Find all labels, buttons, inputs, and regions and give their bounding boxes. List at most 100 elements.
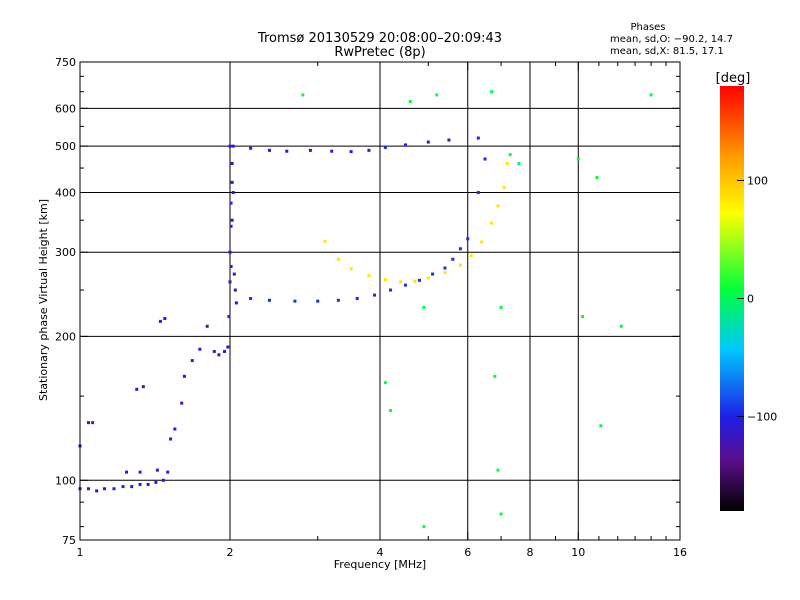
data-point-series-5 <box>490 221 494 225</box>
data-point-series-5 <box>469 254 473 258</box>
data-point-series-0 <box>155 468 159 472</box>
data-point-series-1 <box>91 421 95 425</box>
data-point-series-3 <box>293 299 297 303</box>
data-point-series-1 <box>173 427 177 431</box>
y-tick-label: 600 <box>55 102 76 115</box>
x-tick-label: 8 <box>527 546 534 559</box>
y-tick-label: 400 <box>55 186 76 199</box>
data-point-series-0 <box>112 487 116 491</box>
data-point-series-2 <box>229 201 233 205</box>
data-point-series-3 <box>403 283 407 287</box>
data-point-series-6 <box>517 161 521 165</box>
data-point-series-4 <box>308 148 312 152</box>
phases-title: Phases <box>630 22 665 33</box>
data-point-series-1 <box>163 316 167 320</box>
data-point-series-6 <box>508 153 512 157</box>
data-point-series-6 <box>499 512 503 516</box>
data-point-series-6 <box>599 424 603 428</box>
data-point-series-0 <box>95 489 99 493</box>
chart-title: Tromsø 20130529 20:08:00–20:09:43 <box>257 31 502 46</box>
y-axis: 75 100 200 300 400 500 600 750 <box>55 56 680 547</box>
data-point-series-5 <box>323 239 327 243</box>
y-tick-label: 500 <box>55 140 76 153</box>
data-point-series-2 <box>231 144 235 148</box>
data-point-series-3 <box>336 298 340 302</box>
data-point-series-6 <box>595 175 599 179</box>
x-tick-label: 4 <box>377 546 384 559</box>
data-point-series-3 <box>373 293 377 297</box>
data-point-series-1 <box>169 437 173 441</box>
data-point-series-6 <box>496 468 500 472</box>
data-point-series-4 <box>249 146 253 150</box>
x-tick-label: 10 <box>571 546 585 559</box>
data-point-series-5 <box>505 161 509 165</box>
data-point-series-1 <box>217 353 221 357</box>
data-point-series-5 <box>349 267 353 271</box>
data-point-series-5 <box>383 278 387 282</box>
data-point-series-6 <box>389 408 393 412</box>
data-point-series-0 <box>125 470 129 474</box>
data-point-series-5 <box>399 280 403 284</box>
data-point-series-2 <box>231 190 235 194</box>
data-point-series-1 <box>198 347 202 351</box>
data-point-series-6 <box>493 374 497 378</box>
data-point-series-0 <box>138 470 142 474</box>
data-point-series-5 <box>426 276 430 280</box>
data-point-series-6 <box>576 157 580 161</box>
data-point-series-4 <box>349 150 353 154</box>
data-point-series-3 <box>458 247 462 251</box>
data-point-series-1 <box>212 349 216 353</box>
data-point-series-5 <box>480 240 484 244</box>
data-point-series-4 <box>285 149 289 153</box>
colorbar-ticks: 100 0 −100 <box>737 174 777 424</box>
data-point-series-4 <box>367 148 371 152</box>
x-tick-label: 16 <box>673 546 687 559</box>
data-point-series-3 <box>417 278 421 282</box>
data-point-series-3 <box>483 157 487 161</box>
data-point-series-6 <box>649 93 653 97</box>
data-point-series-6 <box>619 324 623 328</box>
y-tick-label: 100 <box>55 474 76 487</box>
data-point-series-4 <box>447 138 451 142</box>
data-point-series-3 <box>476 190 480 194</box>
data-point-series-3 <box>316 299 320 303</box>
data-point-series-5 <box>336 257 340 261</box>
data-point-series-6 <box>581 315 585 319</box>
colorbar-label: [deg] <box>716 71 751 86</box>
data-point-series-0 <box>130 485 134 489</box>
data-point-series-2 <box>230 180 234 184</box>
data-point-series-3 <box>451 257 455 261</box>
x-tick-label: 6 <box>464 546 471 559</box>
data-point-series-6 <box>422 305 426 309</box>
data-point-series-6 <box>490 90 494 94</box>
data-point-series-2 <box>232 272 236 276</box>
y-tick-label: 75 <box>62 534 76 547</box>
colorbar-tick-label: 100 <box>747 174 768 187</box>
colorbar-tick-label: −100 <box>747 411 777 424</box>
data-point-series-0 <box>166 470 170 474</box>
data-point-series-2 <box>234 301 238 305</box>
data-point-series-0 <box>121 485 125 489</box>
data-point-series-1 <box>205 324 209 328</box>
data-point-series-2 <box>229 265 233 269</box>
data-point-series-5 <box>496 204 500 208</box>
data-point-series-0 <box>154 480 158 484</box>
data-point-series-6 <box>435 93 439 97</box>
data-point-series-1 <box>141 385 145 389</box>
data-point-series-4 <box>383 145 387 149</box>
data-point-series-4 <box>426 140 430 144</box>
data-point-series-2 <box>233 288 237 292</box>
x-axis: 1 2 4 6 8 10 16 <box>77 62 687 559</box>
data-point-series-1 <box>135 387 139 391</box>
data-point-series-3 <box>355 297 359 301</box>
data-points <box>78 90 653 529</box>
data-point-series-1 <box>223 349 227 353</box>
data-point-series-3 <box>443 266 447 270</box>
y-tick-label: 300 <box>55 246 76 259</box>
y-axis-label: Stationary phase Virtual Height [km] <box>37 199 50 401</box>
data-point-series-4 <box>228 144 232 148</box>
data-point-series-3 <box>267 298 271 302</box>
data-point-series-0 <box>138 482 142 486</box>
data-point-series-6 <box>301 93 305 97</box>
